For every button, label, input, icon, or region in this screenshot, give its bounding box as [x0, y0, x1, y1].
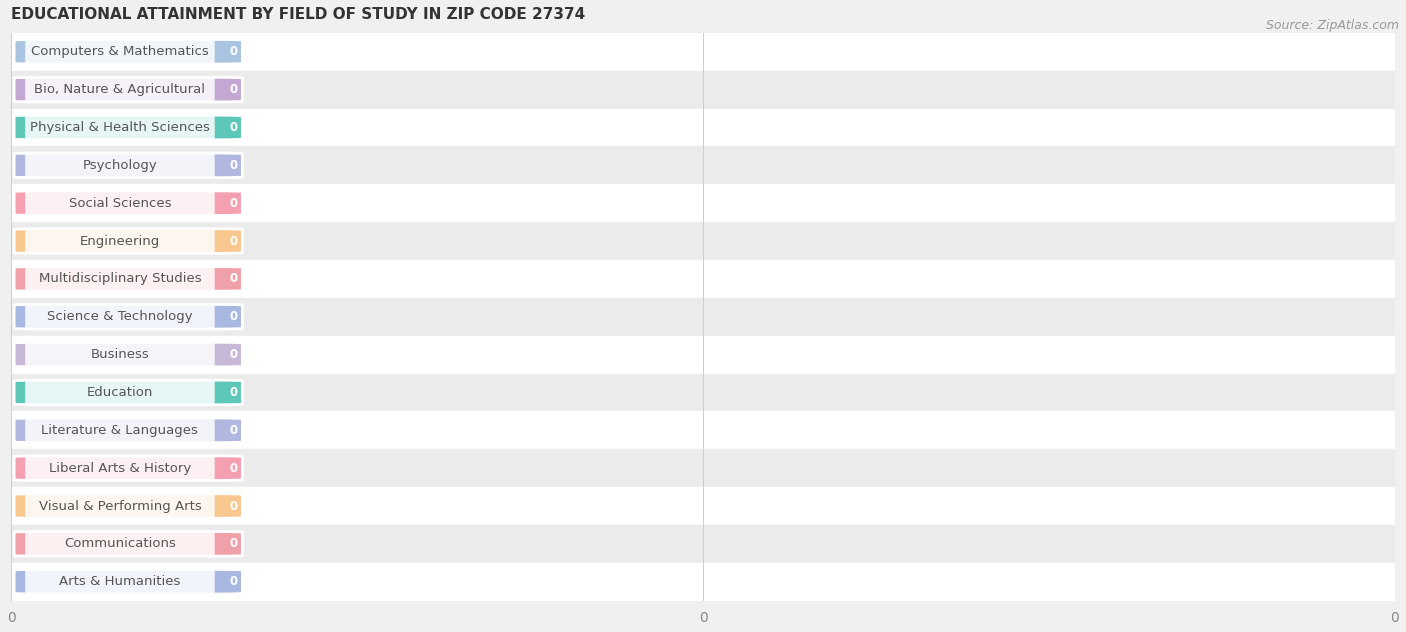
Text: 0: 0	[231, 461, 238, 475]
Text: 0: 0	[231, 159, 238, 172]
FancyBboxPatch shape	[14, 39, 242, 64]
FancyBboxPatch shape	[14, 153, 242, 178]
Text: EDUCATIONAL ATTAINMENT BY FIELD OF STUDY IN ZIP CODE 27374: EDUCATIONAL ATTAINMENT BY FIELD OF STUDY…	[11, 7, 585, 22]
Text: Engineering: Engineering	[80, 234, 160, 248]
FancyBboxPatch shape	[14, 569, 242, 594]
Text: 0: 0	[231, 234, 238, 248]
FancyBboxPatch shape	[25, 494, 215, 518]
Text: Computers & Mathematics: Computers & Mathematics	[31, 46, 209, 58]
Bar	[11, 449, 1395, 487]
FancyBboxPatch shape	[25, 78, 215, 102]
Text: 0: 0	[231, 386, 238, 399]
Bar	[11, 298, 1395, 336]
FancyBboxPatch shape	[25, 267, 215, 291]
Text: Science & Technology: Science & Technology	[48, 310, 193, 323]
Bar	[11, 33, 1395, 71]
Bar	[11, 147, 1395, 185]
FancyBboxPatch shape	[25, 305, 215, 329]
Text: Education: Education	[87, 386, 153, 399]
Text: 0: 0	[231, 272, 238, 286]
Text: Bio, Nature & Agricultural: Bio, Nature & Agricultural	[34, 83, 205, 96]
Bar	[11, 525, 1395, 562]
FancyBboxPatch shape	[25, 456, 215, 480]
FancyBboxPatch shape	[14, 229, 242, 253]
FancyBboxPatch shape	[14, 115, 242, 140]
Text: Liberal Arts & History: Liberal Arts & History	[49, 461, 191, 475]
Text: Source: ZipAtlas.com: Source: ZipAtlas.com	[1265, 19, 1399, 32]
FancyBboxPatch shape	[14, 305, 242, 329]
Text: Communications: Communications	[65, 537, 176, 550]
Bar	[11, 71, 1395, 109]
Text: 0: 0	[231, 348, 238, 361]
Bar	[11, 374, 1395, 411]
Text: Arts & Humanities: Arts & Humanities	[59, 575, 180, 588]
Text: Psychology: Psychology	[83, 159, 157, 172]
FancyBboxPatch shape	[14, 494, 242, 518]
Bar	[11, 487, 1395, 525]
Text: 0: 0	[231, 499, 238, 513]
FancyBboxPatch shape	[25, 532, 215, 556]
FancyBboxPatch shape	[25, 191, 215, 215]
FancyBboxPatch shape	[25, 115, 215, 139]
FancyBboxPatch shape	[25, 380, 215, 404]
FancyBboxPatch shape	[25, 40, 215, 64]
Bar	[11, 222, 1395, 260]
FancyBboxPatch shape	[14, 343, 242, 367]
Text: Visual & Performing Arts: Visual & Performing Arts	[38, 499, 201, 513]
Bar	[11, 336, 1395, 374]
FancyBboxPatch shape	[14, 267, 242, 291]
FancyBboxPatch shape	[25, 153, 215, 177]
Bar	[11, 562, 1395, 600]
Text: 0: 0	[231, 575, 238, 588]
Text: Literature & Languages: Literature & Languages	[42, 424, 198, 437]
Text: 0: 0	[231, 46, 238, 58]
Bar	[11, 109, 1395, 147]
FancyBboxPatch shape	[14, 456, 242, 480]
Text: Multidisciplinary Studies: Multidisciplinary Studies	[38, 272, 201, 286]
Text: 0: 0	[231, 121, 238, 134]
Text: 0: 0	[231, 537, 238, 550]
FancyBboxPatch shape	[14, 191, 242, 216]
FancyBboxPatch shape	[25, 569, 215, 593]
Bar	[11, 185, 1395, 222]
Text: Business: Business	[90, 348, 149, 361]
FancyBboxPatch shape	[14, 418, 242, 442]
Text: 0: 0	[231, 310, 238, 323]
Text: 0: 0	[231, 197, 238, 210]
Text: 0: 0	[231, 424, 238, 437]
FancyBboxPatch shape	[25, 229, 215, 253]
Bar	[11, 260, 1395, 298]
Bar	[11, 411, 1395, 449]
FancyBboxPatch shape	[14, 77, 242, 102]
FancyBboxPatch shape	[14, 532, 242, 556]
Text: 0: 0	[231, 83, 238, 96]
FancyBboxPatch shape	[14, 380, 242, 404]
Text: Physical & Health Sciences: Physical & Health Sciences	[30, 121, 209, 134]
FancyBboxPatch shape	[25, 343, 215, 367]
FancyBboxPatch shape	[25, 418, 215, 442]
Text: Social Sciences: Social Sciences	[69, 197, 172, 210]
